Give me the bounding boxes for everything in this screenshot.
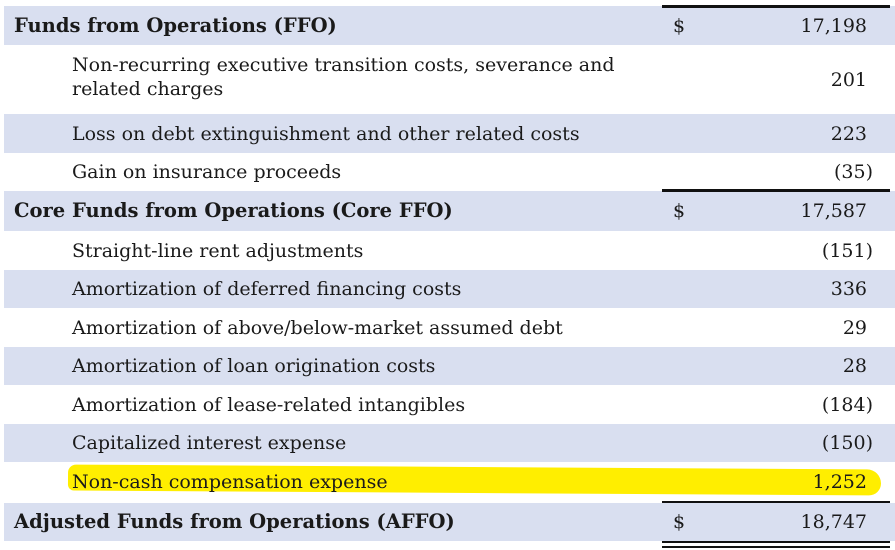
table-row: Straight-line rent adjustments (151) xyxy=(4,231,895,270)
core-ffo-label: Core Funds from Operations (Core FFO) xyxy=(14,199,453,222)
deferred-financing-label: Amortization of deferred financing costs xyxy=(72,278,462,300)
straight-line-label: Straight-line rent adjustments xyxy=(72,239,364,262)
assumed-debt-label: Amortization of above/below-market assum… xyxy=(72,316,563,339)
ffo-amount: 17,198 xyxy=(800,14,867,37)
lease-intangibles-label: Amortization of lease-related intangible… xyxy=(72,393,466,416)
gain-insurance-amount: (35) xyxy=(833,161,873,183)
table-row: Capitalized interest expense (150) xyxy=(4,424,895,462)
affo-amount: 18,747 xyxy=(800,511,867,533)
table-row: Loss on debt extinguishment and other re… xyxy=(4,114,895,153)
subtotal-rule xyxy=(662,189,890,192)
table-row: Amortization of loan origination costs 2… xyxy=(4,347,895,385)
loss-debt-amount: 223 xyxy=(830,122,867,145)
deferred-financing-amount: 336 xyxy=(830,278,867,300)
table-row: Non-cash compensation expense 1,252 xyxy=(4,462,895,501)
table-row: Non-recurring executive transition costs… xyxy=(4,45,895,114)
top-rule xyxy=(662,5,890,8)
affo-dollar-sign: $ xyxy=(673,511,686,533)
ffo-dollar-sign: $ xyxy=(673,14,686,37)
affo-label: Adjusted Funds from Operations (AFFO) xyxy=(14,510,455,533)
non-recurring-amount: 201 xyxy=(830,68,867,91)
gain-insurance-label: Gain on insurance proceeds xyxy=(72,161,342,183)
core-ffo-amount: 17,587 xyxy=(800,200,867,222)
double-rule-lower xyxy=(662,546,890,548)
table-row: Funds from Operations (FFO) $ 17,198 xyxy=(4,6,895,45)
non-cash-compensation-amount: 1,252 xyxy=(812,470,867,493)
table-row: Amortization of lease-related intangible… xyxy=(4,385,895,424)
non-recurring-label-line1: Non-recurring executive transition costs… xyxy=(72,54,615,76)
double-rule-upper xyxy=(662,541,890,543)
ffo-label: Funds from Operations (FFO) xyxy=(14,13,337,37)
capitalized-interest-amount: (150) xyxy=(821,432,873,454)
non-recurring-label: Non-recurring executive transition costs… xyxy=(72,53,615,101)
table-row: Amortization of above/below-market assum… xyxy=(4,308,895,347)
core-ffo-dollar-sign: $ xyxy=(673,200,686,222)
loan-origination-label: Amortization of loan origination costs xyxy=(72,355,436,377)
straight-line-amount: (151) xyxy=(821,239,873,262)
table-row: Adjusted Funds from Operations (AFFO) $ … xyxy=(4,503,895,541)
loan-origination-amount: 28 xyxy=(842,355,867,377)
non-recurring-label-line2: related charges xyxy=(72,78,224,100)
table-row: Amortization of deferred financing costs… xyxy=(4,270,895,308)
loss-debt-label: Loss on debt extinguishment and other re… xyxy=(72,122,580,145)
table-row: Core Funds from Operations (Core FFO) $ … xyxy=(4,191,895,231)
capitalized-interest-label: Capitalized interest expense xyxy=(72,432,347,454)
assumed-debt-amount: 29 xyxy=(842,316,867,339)
total-top-rule xyxy=(662,501,890,503)
non-cash-compensation-label: Non-cash compensation expense xyxy=(72,470,388,493)
lease-intangibles-amount: (184) xyxy=(821,393,873,416)
table-row: Gain on insurance proceeds (35) xyxy=(4,153,895,191)
